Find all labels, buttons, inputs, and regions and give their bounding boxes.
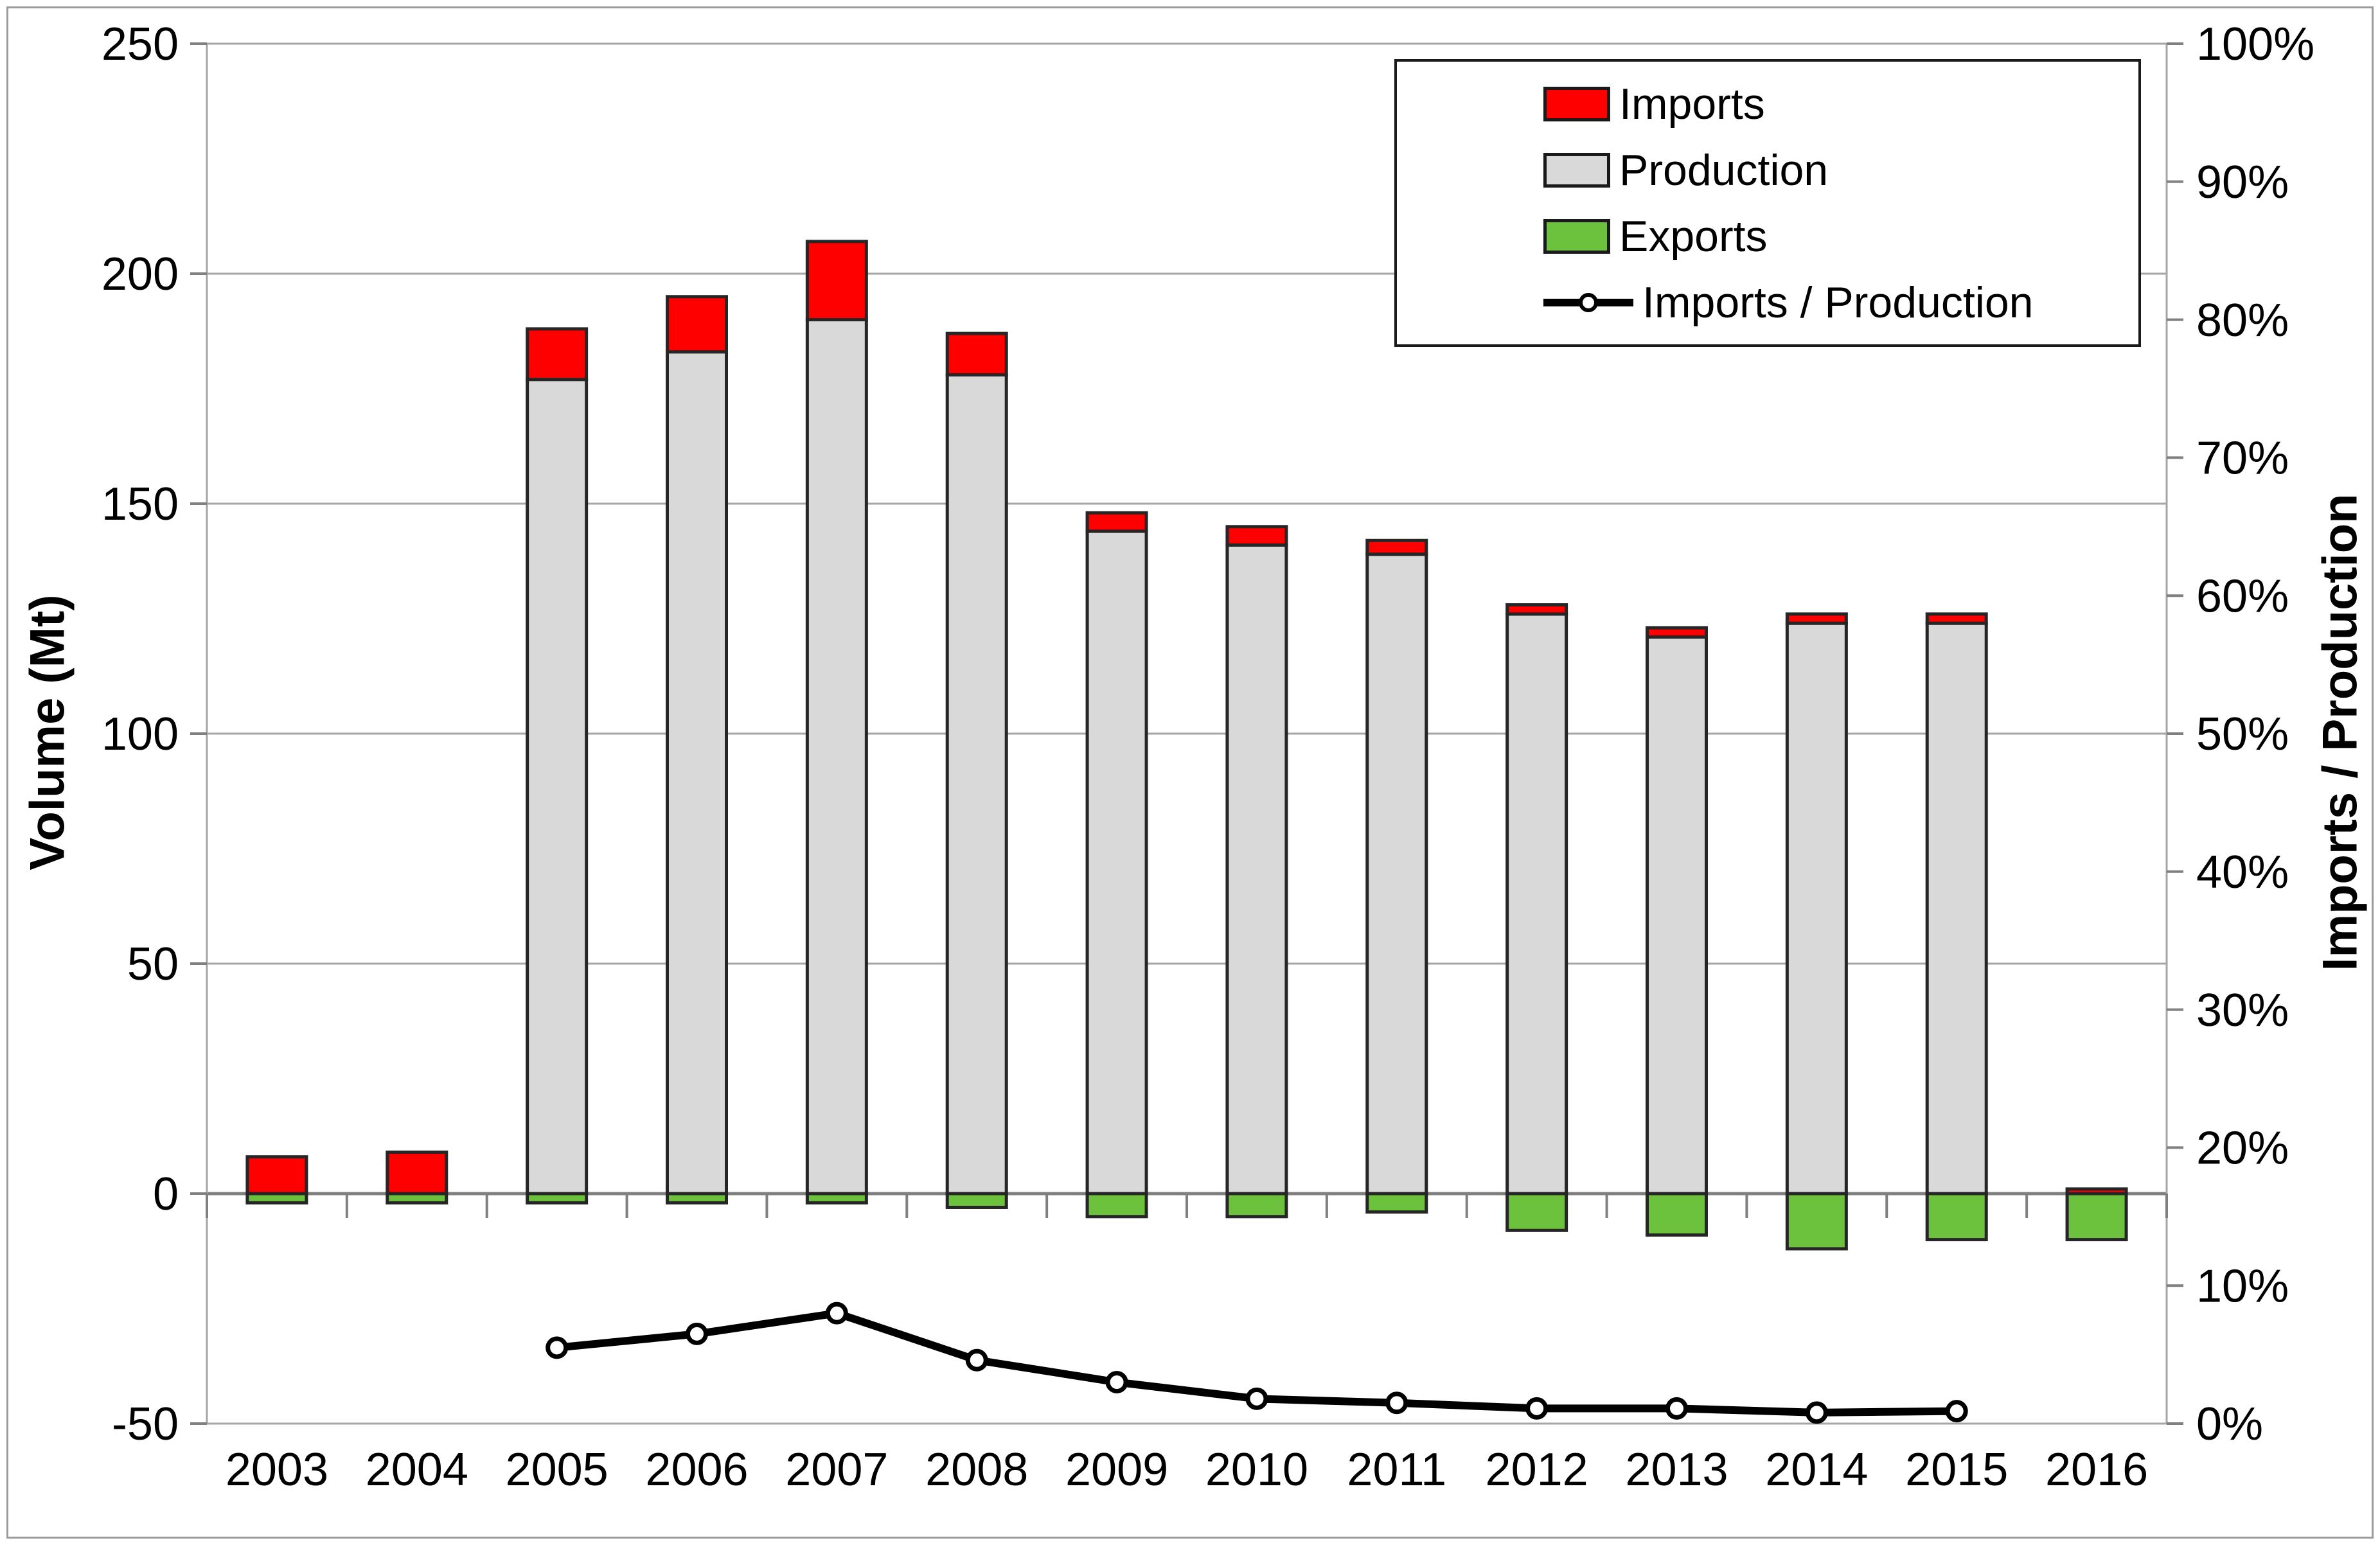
bar-exports-2011 — [1365, 1192, 1428, 1214]
ratio-marker-2015 — [1945, 1400, 1968, 1423]
ratio-marker-2006 — [686, 1322, 708, 1345]
bar-imports-2008 — [945, 331, 1008, 377]
bar-imports-2012 — [1505, 603, 1568, 616]
right-axis-title: Imports / Production — [2313, 493, 2368, 971]
bar-imports-2003 — [245, 1155, 308, 1196]
legend-item-imports: Imports — [1543, 79, 2126, 129]
x-tick-label-2006: 2006 — [645, 1444, 748, 1496]
bar-exports-2003 — [245, 1192, 308, 1205]
legend-label-exports: Exports — [1619, 211, 1768, 261]
x-tick-label-2008: 2008 — [925, 1444, 1028, 1496]
right-tick-label-70%: 70% — [2196, 433, 2289, 484]
left-tick-label--50: -50 — [112, 1399, 179, 1450]
left-axis-title: Volume (Mt) — [20, 594, 75, 870]
production-swatch-icon — [1543, 152, 1610, 188]
bar-imports-2007 — [805, 240, 868, 322]
left-tick-label-100: 100 — [102, 709, 179, 760]
x-tick-label-2003: 2003 — [226, 1444, 328, 1496]
right-tick-label-10%: 10% — [2196, 1260, 2289, 1312]
x-tick-label-2012: 2012 — [1486, 1444, 1588, 1496]
bar-imports-2004 — [386, 1151, 448, 1196]
x-tick-label-2007: 2007 — [785, 1444, 888, 1496]
right-tick-label-30%: 30% — [2196, 985, 2289, 1036]
right-tick-label-20%: 20% — [2196, 1123, 2289, 1174]
x-tick-label-2005: 2005 — [506, 1444, 608, 1496]
x-tick-label-2016: 2016 — [2045, 1444, 2148, 1496]
bar-imports-2015 — [1925, 612, 1988, 625]
bar-production-2014 — [1785, 621, 1848, 1196]
left-tick-label-200: 200 — [102, 249, 179, 300]
bar-imports-2005 — [526, 327, 589, 382]
bar-production-2012 — [1505, 612, 1568, 1196]
bar-production-2010 — [1225, 543, 1288, 1196]
bar-exports-2014 — [1785, 1192, 1848, 1251]
bar-exports-2006 — [666, 1192, 728, 1205]
right-tick-label-80%: 80% — [2196, 295, 2289, 346]
bar-production-2013 — [1646, 635, 1708, 1196]
ratio-marker-2011 — [1385, 1391, 1408, 1415]
legend-item-ratio: Imports / Production — [1543, 278, 2126, 328]
bar-imports-2006 — [666, 295, 728, 354]
x-tick-label-2015: 2015 — [1905, 1444, 2008, 1496]
x-tick-label-2011: 2011 — [1347, 1444, 1446, 1496]
ratio-marker-2008 — [965, 1348, 988, 1372]
ratio-marker-2012 — [1525, 1397, 1549, 1420]
bar-exports-2007 — [805, 1192, 868, 1205]
ratio-marker-2009 — [1105, 1371, 1128, 1394]
bar-exports-2008 — [945, 1192, 1008, 1209]
right-tick-label-100%: 100% — [2196, 19, 2314, 70]
bar-production-2008 — [945, 373, 1008, 1196]
bar-production-2009 — [1085, 529, 1148, 1196]
bar-imports-2009 — [1085, 511, 1148, 533]
bar-imports-2010 — [1225, 525, 1288, 547]
legend-label-imports: Imports — [1619, 79, 1765, 128]
left-tick-label-250: 250 — [102, 19, 179, 70]
ratio-marker-2007 — [825, 1302, 848, 1325]
bar-production-2005 — [526, 378, 589, 1196]
legend-item-production: Production — [1543, 145, 2126, 195]
bar-exports-2010 — [1225, 1192, 1288, 1219]
legend: Imports Production Exports Imports / Pro… — [1394, 59, 2141, 347]
bar-imports-2014 — [1785, 612, 1848, 625]
bar-exports-2009 — [1085, 1192, 1148, 1219]
legend-label-production: Production — [1619, 145, 1829, 195]
bar-imports-2013 — [1646, 626, 1708, 639]
right-tick-label-90%: 90% — [2196, 157, 2289, 208]
exports-swatch-icon — [1543, 218, 1610, 254]
right-tick-label-0%: 0% — [2196, 1399, 2263, 1450]
x-tick-label-2013: 2013 — [1625, 1444, 1728, 1496]
left-tick-label-50: 50 — [127, 939, 179, 990]
ratio-marker-2014 — [1805, 1401, 1828, 1424]
x-tick-label-2010: 2010 — [1205, 1444, 1308, 1496]
bar-production-2015 — [1925, 621, 1988, 1196]
left-tick-label-150: 150 — [102, 479, 179, 530]
bar-production-2006 — [666, 350, 728, 1196]
ratio-marker-2005 — [546, 1336, 569, 1359]
bar-exports-2004 — [386, 1192, 448, 1205]
right-tick-label-40%: 40% — [2196, 847, 2289, 898]
bar-exports-2016 — [2065, 1192, 2128, 1242]
bar-exports-2005 — [526, 1192, 589, 1205]
right-tick-label-50%: 50% — [2196, 709, 2289, 760]
imports-swatch-icon — [1543, 86, 1610, 121]
right-tick-label-60%: 60% — [2196, 570, 2289, 622]
ratio-marker-2013 — [1665, 1397, 1688, 1420]
x-tick-label-2014: 2014 — [1765, 1444, 1868, 1496]
ratio-line-swatch-icon — [1543, 292, 1633, 312]
bar-exports-2012 — [1505, 1192, 1568, 1232]
legend-label-ratio: Imports / Production — [1642, 278, 2034, 327]
bar-production-2007 — [805, 318, 868, 1196]
x-tick-label-2004: 2004 — [366, 1444, 468, 1496]
legend-item-exports: Exports — [1543, 211, 2126, 261]
left-tick-label-0: 0 — [153, 1169, 179, 1220]
bar-imports-2011 — [1365, 538, 1428, 556]
x-tick-label-2009: 2009 — [1065, 1444, 1168, 1496]
bar-production-2011 — [1365, 552, 1428, 1196]
bar-exports-2013 — [1646, 1192, 1708, 1237]
ratio-marker-2010 — [1245, 1387, 1268, 1410]
bar-exports-2015 — [1925, 1192, 1988, 1242]
